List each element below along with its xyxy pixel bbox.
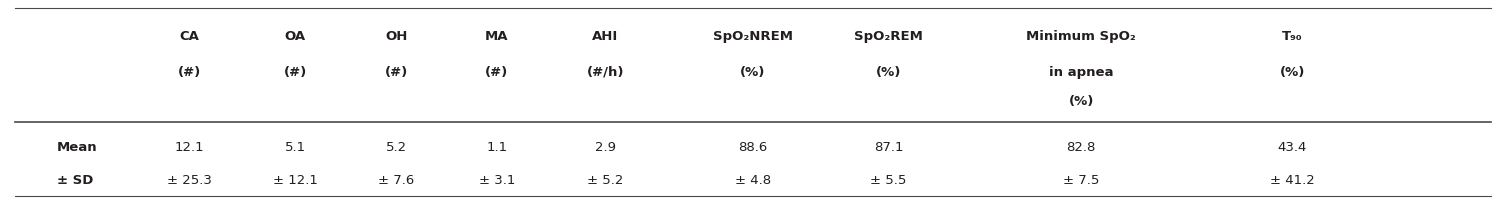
Text: Mean: Mean xyxy=(57,141,98,154)
Text: ± 7.6: ± 7.6 xyxy=(378,174,414,187)
Text: (%): (%) xyxy=(1069,95,1093,109)
Text: (#): (#) xyxy=(283,66,307,79)
Text: ± 4.8: ± 4.8 xyxy=(735,174,771,187)
Text: OA: OA xyxy=(285,30,306,43)
Text: (#): (#) xyxy=(178,66,202,79)
Text: (%): (%) xyxy=(741,66,765,79)
Text: 1.1: 1.1 xyxy=(486,141,508,154)
Text: ± 12.1: ± 12.1 xyxy=(273,174,318,187)
Text: T₉₀: T₉₀ xyxy=(1282,30,1303,43)
Text: ± 5.5: ± 5.5 xyxy=(870,174,907,187)
Text: Minimum SpO₂: Minimum SpO₂ xyxy=(1027,30,1136,43)
Text: (#/h): (#/h) xyxy=(587,66,623,79)
Text: AHI: AHI xyxy=(592,30,619,43)
Text: (%): (%) xyxy=(1280,66,1304,79)
Text: (#): (#) xyxy=(485,66,509,79)
Text: (#): (#) xyxy=(384,66,408,79)
Text: 5.1: 5.1 xyxy=(285,141,306,154)
Text: 82.8: 82.8 xyxy=(1066,141,1096,154)
Text: ± 3.1: ± 3.1 xyxy=(479,174,515,187)
Text: in apnea: in apnea xyxy=(1050,66,1113,79)
Text: SpO₂REM: SpO₂REM xyxy=(854,30,923,43)
Text: ± 41.2: ± 41.2 xyxy=(1270,174,1315,187)
Text: ± 7.5: ± 7.5 xyxy=(1063,174,1099,187)
Text: 43.4: 43.4 xyxy=(1277,141,1307,154)
Text: 87.1: 87.1 xyxy=(873,141,904,154)
Text: 5.2: 5.2 xyxy=(386,141,407,154)
Text: ± SD: ± SD xyxy=(57,174,93,187)
Text: MA: MA xyxy=(485,30,509,43)
Text: OH: OH xyxy=(386,30,407,43)
Text: CA: CA xyxy=(179,30,200,43)
Text: ± 25.3: ± 25.3 xyxy=(167,174,212,187)
Text: SpO₂NREM: SpO₂NREM xyxy=(712,30,794,43)
Text: 12.1: 12.1 xyxy=(175,141,205,154)
Text: 2.9: 2.9 xyxy=(595,141,616,154)
Text: (%): (%) xyxy=(876,66,901,79)
Text: 88.6: 88.6 xyxy=(738,141,768,154)
Text: ± 5.2: ± 5.2 xyxy=(587,174,623,187)
